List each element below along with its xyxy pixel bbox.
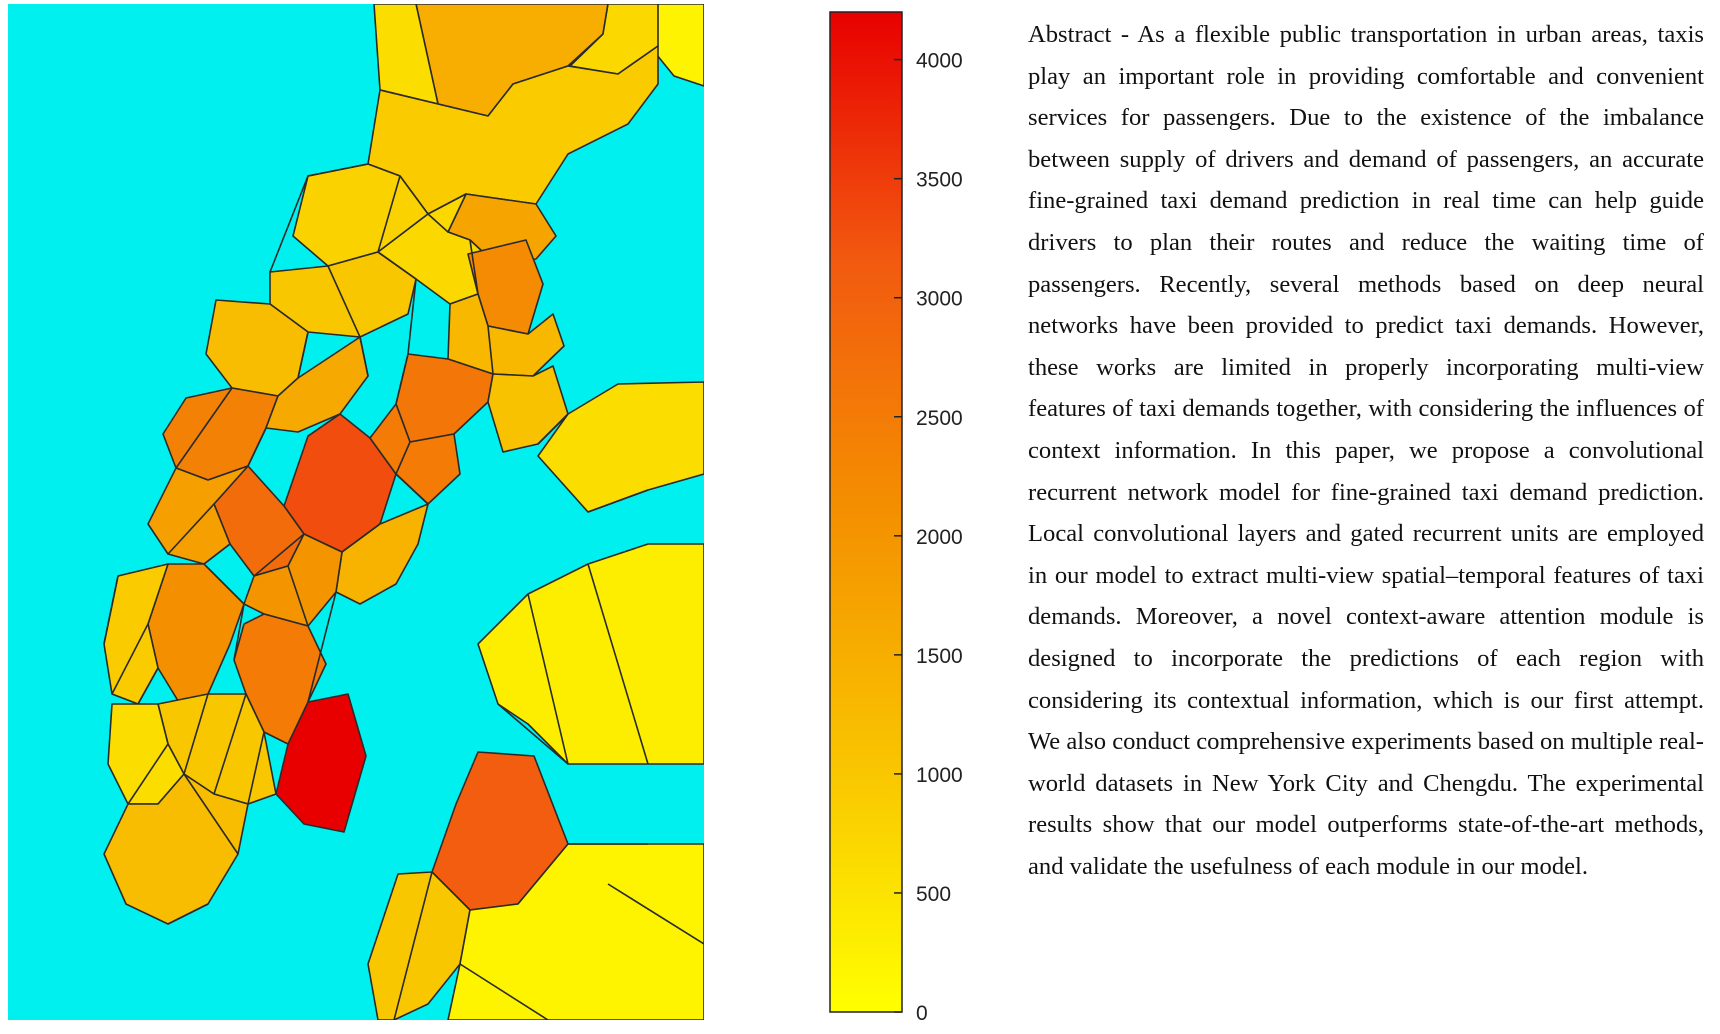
street-line bbox=[469, 239, 479, 295]
street-line bbox=[175, 387, 233, 469]
zone-east-bank-5 bbox=[447, 843, 704, 1020]
street-line bbox=[307, 591, 337, 703]
colorbar-tick-label: 1000 bbox=[916, 764, 963, 787]
zone-east-bank-4 bbox=[367, 871, 471, 1020]
colorbar-tick-label: 4000 bbox=[916, 50, 963, 73]
street-line bbox=[307, 413, 341, 437]
abstract-text: Abstract - As a flexible public transpor… bbox=[1028, 21, 1704, 880]
street-line bbox=[537, 413, 569, 445]
street-line bbox=[341, 523, 381, 553]
street-line bbox=[497, 703, 569, 765]
street-line bbox=[269, 163, 369, 273]
street-line bbox=[587, 563, 649, 765]
street-line bbox=[395, 441, 411, 475]
street-line bbox=[103, 575, 119, 645]
street-line bbox=[607, 883, 704, 945]
street-line bbox=[111, 623, 149, 695]
street-line bbox=[327, 265, 369, 377]
street-line bbox=[203, 543, 231, 565]
street-line bbox=[393, 871, 433, 1020]
zone-lower-core-1 bbox=[275, 693, 367, 833]
colorbar-tick-label: 3500 bbox=[916, 169, 963, 192]
street-line bbox=[167, 903, 209, 925]
street-line bbox=[247, 427, 267, 467]
street-line bbox=[427, 213, 449, 233]
street-line bbox=[213, 693, 247, 795]
zone-midtown-west-2 bbox=[265, 336, 369, 433]
street-line bbox=[183, 693, 209, 775]
street-line bbox=[137, 667, 159, 705]
street-line bbox=[527, 593, 569, 765]
street-line bbox=[183, 773, 239, 855]
colorbar-tick-label: 2500 bbox=[916, 407, 963, 430]
map-canvas bbox=[8, 4, 704, 1020]
street-line bbox=[253, 533, 305, 577]
colorbar-tick-label: 3000 bbox=[916, 288, 963, 311]
colorbar-gradient bbox=[829, 11, 903, 1013]
colorbar: 0 500 1000 1500 2000 2500 3000 3500 4000 bbox=[829, 8, 980, 1034]
street-line bbox=[233, 603, 245, 661]
colorbar-tick-label: 1500 bbox=[916, 645, 963, 668]
street-line bbox=[587, 489, 649, 513]
street-line bbox=[127, 743, 169, 805]
street-line bbox=[487, 325, 494, 375]
colorbar-tick-label: 2000 bbox=[916, 526, 963, 549]
colorbar-canvas: 0 500 1000 1500 2000 2500 3000 3500 4000 bbox=[829, 11, 963, 1025]
colorbar-tick-label: 0 bbox=[916, 1002, 928, 1025]
street-line bbox=[297, 331, 309, 379]
street-line bbox=[287, 565, 309, 627]
street-line bbox=[395, 473, 429, 505]
street-line bbox=[247, 731, 265, 805]
zone-lower-mid-2 bbox=[335, 503, 429, 605]
demand-heatmap bbox=[8, 4, 704, 1020]
street-line bbox=[459, 963, 549, 1020]
colorbar-tick-label: 500 bbox=[916, 883, 951, 906]
zone-east-bank-2 bbox=[477, 543, 704, 765]
street-line bbox=[167, 503, 215, 555]
street-line bbox=[377, 175, 417, 405]
zone-lower-core-2 bbox=[233, 613, 327, 745]
